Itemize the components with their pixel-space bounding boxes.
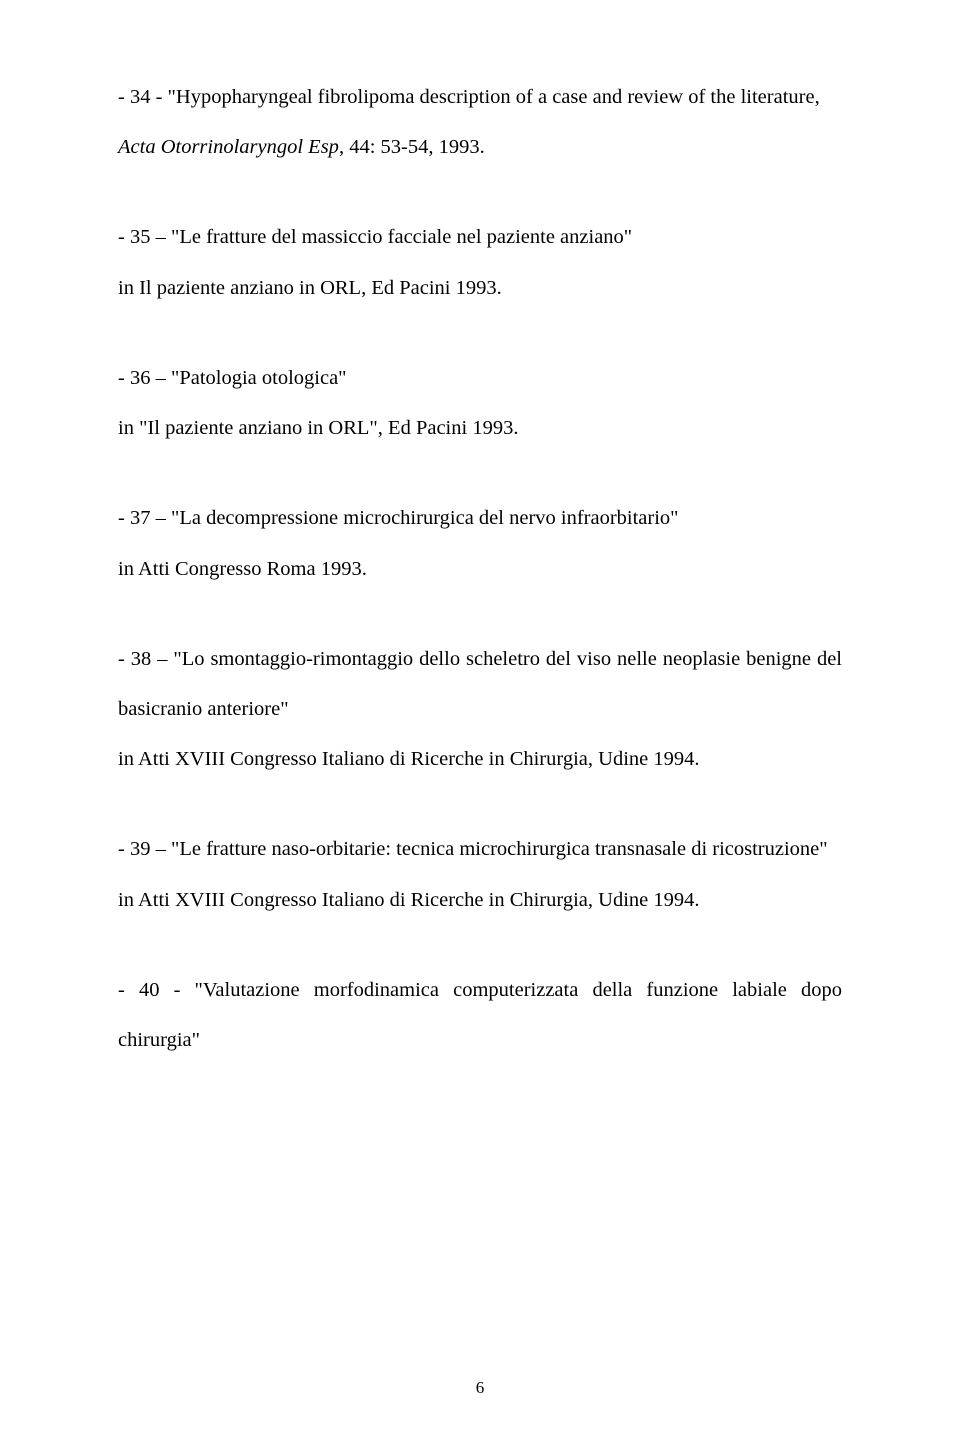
entry-source-italic: Acta Otorrinolaryngol Esp: [118, 136, 339, 158]
entry-title: - 39 – "Le fratture naso-orbitarie: tecn…: [118, 838, 828, 860]
entry-title: - 35 – "Le fratture del massiccio faccia…: [118, 226, 632, 248]
bibliography-entry: - 35 – "Le fratture del massiccio faccia…: [118, 212, 842, 312]
entry-source-rest: , 44: 53-54, 1993.: [339, 136, 485, 158]
bibliography-entry: - 34 - "Hypopharyngeal fibrolipoma descr…: [118, 72, 842, 172]
entry-title: - 36 – "Patologia otologica": [118, 367, 347, 389]
entry-source-rest: in "Il paziente anziano in ORL", Ed Paci…: [118, 417, 518, 439]
bibliography-entry: - 39 – "Le fratture naso-orbitarie: tecn…: [118, 824, 842, 924]
bibliography-entry: - 37 – "La decompressione microchirurgic…: [118, 493, 842, 593]
document-page: - 34 - "Hypopharyngeal fibrolipoma descr…: [0, 0, 960, 1451]
entry-title: - 40 - "Valutazione morfodinamica comput…: [118, 979, 842, 1051]
entry-source-rest: in Atti Congresso Roma 1993.: [118, 558, 367, 580]
entry-title: - 38 – "Lo smontaggio-rimontaggio dello …: [118, 648, 842, 720]
bibliography-entry: - 40 - "Valutazione morfodinamica comput…: [118, 965, 842, 1065]
entry-source-rest: in Atti XVIII Congresso Italiano di Rice…: [118, 748, 700, 770]
page-number: 6: [0, 1379, 960, 1396]
entry-title: - 37 – "La decompressione microchirurgic…: [118, 507, 679, 529]
bibliography-entry: - 38 – "Lo smontaggio-rimontaggio dello …: [118, 634, 842, 785]
entry-title: - 34 - "Hypopharyngeal fibrolipoma descr…: [118, 86, 820, 108]
entry-source-rest: in Il paziente anziano in ORL, Ed Pacini…: [118, 277, 502, 299]
bibliography-entry: - 36 – "Patologia otologica" in "Il pazi…: [118, 353, 842, 453]
entry-source-rest: in Atti XVIII Congresso Italiano di Rice…: [118, 889, 700, 911]
